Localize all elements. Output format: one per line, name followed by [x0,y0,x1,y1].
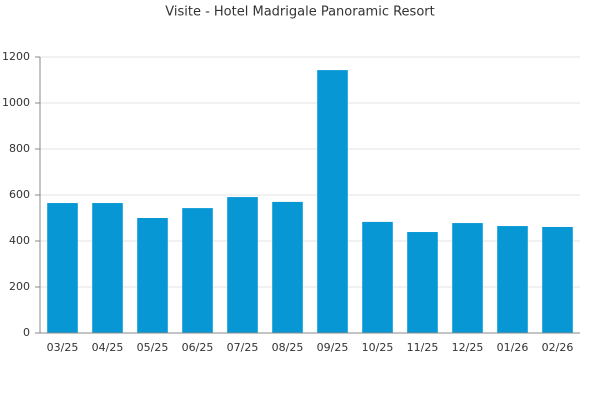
bar [452,223,483,333]
x-tick-label: 08/25 [272,341,304,354]
x-tick-label: 02/26 [542,341,574,354]
x-tick-label: 09/25 [317,341,349,354]
bar [182,208,213,333]
bar [542,226,573,333]
x-tick-label: 03/25 [47,341,79,354]
y-tick-label: 800 [9,142,30,155]
y-tick-label: 600 [9,188,30,201]
bar [317,70,348,334]
y-tick-label: 200 [9,280,30,293]
bar [47,203,78,333]
y-tick-label: 400 [9,234,30,247]
x-tick-label: 11/25 [407,341,439,354]
x-tick-label: 05/25 [137,341,169,354]
bar [137,218,168,333]
bar [92,203,123,333]
y-tick-label: 1000 [2,96,30,109]
x-tick-label: 10/25 [362,341,394,354]
bar [272,201,303,333]
x-tick-label: 01/26 [497,341,529,354]
x-tick-label: 07/25 [227,341,259,354]
y-tick-label: 0 [23,326,30,339]
y-tick-label: 1200 [2,50,30,63]
x-tick-label: 12/25 [452,341,484,354]
chart-title: Visite - Hotel Madrigale Panoramic Resor… [165,5,434,20]
x-tick-label: 06/25 [182,341,214,354]
bar [407,232,438,333]
x-tick-label: 04/25 [92,341,124,354]
bar [227,197,258,333]
bar [362,221,393,333]
bar [497,226,528,333]
